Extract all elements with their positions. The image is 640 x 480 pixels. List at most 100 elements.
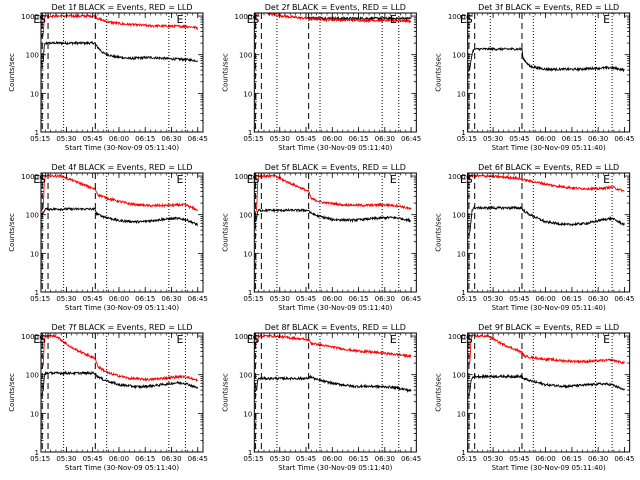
panel-data [254, 13, 412, 24]
y-axis-label: Counts/sec [221, 213, 229, 252]
y-tick-label: 1 [248, 449, 252, 457]
y-tick-label: 10 [30, 90, 39, 98]
y-tick-label: 1000 [21, 13, 39, 21]
panel-data [467, 333, 625, 396]
series-lld [254, 173, 412, 215]
plot-frame [40, 172, 204, 293]
series-events [308, 15, 412, 22]
y-axis-label: Counts/sec [8, 53, 16, 92]
panel-title: Det 3f BLACK = Events, RED = LLD [478, 3, 619, 12]
x-tick-label: 05:30 [270, 295, 290, 303]
y-tick-label: 10 [243, 410, 252, 418]
y-tick-label: 10 [243, 90, 252, 98]
y-axis-label: Counts/sec [221, 53, 229, 92]
x-tick-label: 05:45 [509, 455, 529, 463]
y-tick-label: 1000 [448, 333, 466, 341]
x-axis-label: Start Time (30-Nov-09 05:11:40) [65, 304, 179, 312]
panel-title: Det 5f BLACK = Events, RED = LLD [265, 163, 406, 172]
x-tick-label: 06:30 [588, 135, 608, 143]
panel-data [254, 173, 412, 224]
x-tick-label: 05:15 [457, 135, 477, 143]
x-tick-label: 06:30 [161, 455, 181, 463]
x-tick-label: 06:00 [109, 295, 129, 303]
x-tick-label: 06:15 [135, 295, 155, 303]
x-tick-label: 06:45 [188, 295, 208, 303]
x-tick-label: 05:30 [56, 455, 76, 463]
x-tick-label: 05:45 [83, 135, 103, 143]
y-tick-label: 1 [35, 449, 39, 457]
x-tick-label: 06:00 [322, 455, 342, 463]
time-marker-label: E [176, 333, 183, 346]
y-tick-label: 100 [452, 52, 465, 60]
y-axis-label: Counts/sec [435, 53, 443, 92]
x-tick-label: 05:45 [296, 135, 316, 143]
time-marker-label: E [460, 13, 467, 26]
panel-title: Det 4f BLACK = Events, RED = LLD [51, 163, 192, 172]
y-axis-label: Counts/sec [8, 213, 16, 252]
y-tick-label: 1 [461, 289, 465, 297]
x-tick-label: 05:30 [483, 295, 503, 303]
x-tick-label: 06:30 [375, 295, 395, 303]
series-lld [41, 173, 198, 212]
panel-data [467, 173, 625, 235]
panel-title: Det 6f BLACK = Events, RED = LLD [478, 163, 619, 172]
y-tick-label: 1 [248, 289, 252, 297]
series-events [467, 373, 625, 396]
y-tick-label: 100 [26, 212, 39, 220]
plot-frame [253, 172, 417, 293]
x-tick-label: 05:15 [30, 455, 50, 463]
time-marker-label: E [176, 13, 183, 26]
x-tick-label: 06:30 [161, 295, 181, 303]
x-tick-label: 05:15 [30, 135, 50, 143]
x-tick-label: 06:30 [375, 455, 395, 463]
y-axis-label: Counts/sec [435, 213, 443, 252]
y-tick-label: 10 [30, 250, 39, 258]
x-tick-label: 05:30 [270, 135, 290, 143]
series-lld [467, 333, 625, 365]
x-tick-label: 06:15 [562, 455, 582, 463]
series-events [41, 206, 199, 227]
y-tick-label: 100 [26, 52, 39, 60]
y-tick-label: 1000 [235, 173, 253, 181]
x-tick-label: 05:15 [30, 295, 50, 303]
y-tick-label: 1 [248, 129, 252, 137]
y-tick-label: 100 [239, 372, 252, 380]
y-tick-label: 10 [457, 90, 466, 98]
series-lld [254, 13, 412, 24]
y-tick-label: 100 [239, 212, 252, 220]
panel-data [467, 46, 625, 73]
x-tick-label: 06:45 [614, 295, 634, 303]
x-tick-label: 06:30 [375, 135, 395, 143]
x-tick-label: 06:00 [322, 295, 342, 303]
time-marker-label: E [460, 333, 467, 346]
time-marker-label: E [460, 173, 467, 186]
x-tick-label: 06:30 [588, 455, 608, 463]
time-marker-label: E [390, 333, 397, 346]
x-axis-label: Start Time (30-Nov-09 05:11:40) [278, 304, 392, 312]
x-tick-label: 05:30 [270, 455, 290, 463]
panel-title: Det 9f BLACK = Events, RED = LLD [478, 323, 619, 332]
y-tick-label: 100 [239, 52, 252, 60]
series-lld [41, 333, 198, 382]
y-axis-label: Counts/sec [8, 373, 16, 412]
x-axis-label: Start Time (30-Nov-09 05:11:40) [492, 464, 606, 472]
time-marker-label: E [33, 333, 40, 346]
x-tick-label: 05:45 [296, 295, 316, 303]
time-marker-label: E [603, 173, 610, 186]
time-marker-label: E [390, 13, 397, 26]
time-marker-label: E [176, 173, 183, 186]
y-tick-label: 1 [35, 289, 39, 297]
panel-title: Det 2f BLACK = Events, RED = LLD [265, 3, 406, 12]
x-tick-label: 06:00 [322, 135, 342, 143]
panel-data [254, 333, 412, 393]
y-tick-label: 100 [26, 372, 39, 380]
plot-frame [40, 332, 204, 453]
x-tick-label: 05:30 [483, 135, 503, 143]
